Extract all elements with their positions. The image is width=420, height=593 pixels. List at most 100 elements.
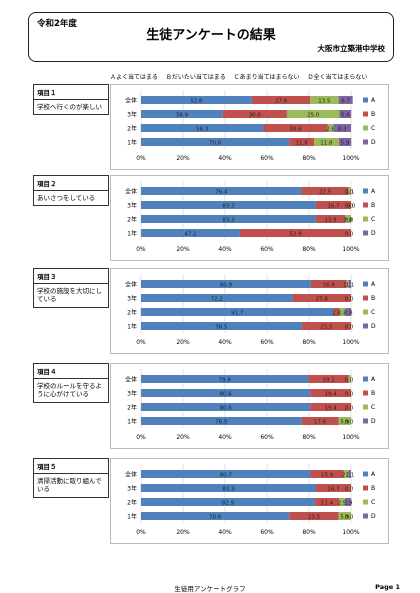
legend-swatch-b — [363, 202, 368, 208]
legend-swatch-c — [363, 125, 368, 131]
bar-segment-d — [338, 138, 352, 146]
data-label: 13.5 — [318, 98, 331, 104]
x-tick-label: 80% — [302, 529, 316, 536]
legend-label-d: D — [371, 513, 376, 520]
bar-segment-c — [346, 280, 349, 288]
x-tick-label: 60% — [260, 246, 274, 253]
category-label: 2年 — [127, 499, 137, 507]
bar-segment-d — [338, 96, 353, 104]
data-label: 70.6 — [209, 514, 222, 520]
data-label: 16.9 — [323, 282, 336, 288]
bar-segment-b — [292, 294, 351, 302]
data-label: 1.1 — [345, 189, 354, 195]
data-label: 5.9 — [341, 140, 350, 146]
data-label: 82.9 — [222, 500, 235, 506]
page-title: 生徒アンケートの結果 — [146, 28, 276, 43]
legend-swatch-a — [363, 471, 368, 477]
x-tick-label: 80% — [302, 339, 316, 346]
x-tick-label: 0% — [136, 155, 146, 162]
x-tick-label: 100% — [342, 155, 359, 162]
data-label: 0.0 — [345, 217, 354, 223]
data-label: 6.7 — [341, 98, 350, 104]
legend-label-c: C — [371, 309, 375, 316]
category-label: 1年 — [127, 323, 137, 331]
data-label: 76.5 — [215, 419, 228, 425]
category-label: 3年 — [127, 202, 137, 210]
item-1-box: 項目１ 学校へ行くのが楽しい — [33, 84, 109, 116]
data-label: 0.0 — [347, 203, 356, 209]
x-tick-label: 0% — [136, 339, 146, 346]
legend-swatch-b — [363, 111, 368, 117]
bar-segment-b — [315, 484, 351, 492]
data-label: 2.3 — [342, 472, 351, 478]
bar-segment-b — [239, 229, 351, 237]
bar-segment-b — [289, 138, 315, 146]
data-label: 83.3 — [222, 486, 235, 492]
legend-swatch-a — [363, 376, 368, 382]
data-label: 47.1 — [184, 231, 196, 237]
item-2-box: 項目２ あいさつをしている — [33, 175, 109, 207]
data-label: 76.4 — [215, 189, 228, 195]
legend-label-a: A — [371, 97, 376, 104]
data-label: 0.0 — [345, 514, 354, 520]
legend-label-a: A — [371, 188, 376, 195]
x-tick-label: 60% — [260, 434, 274, 441]
legend-swatch-a — [363, 281, 368, 287]
bar-segment-d — [348, 280, 351, 288]
item-1-question: 学校へ行くのが楽しい — [37, 103, 102, 111]
page-header: 令和2年度 生徒アンケートの結果 大阪市立築港中学校 — [28, 12, 394, 62]
data-label: 38.9 — [176, 112, 189, 118]
legend-swatch-d — [363, 323, 368, 329]
legend-swatch-a — [363, 188, 368, 194]
category-label: 全体 — [125, 97, 137, 105]
bar-segment-a — [141, 280, 311, 288]
bar-segment-a — [141, 110, 223, 118]
bar-segment-b — [301, 417, 339, 425]
bar-segment-b — [315, 498, 340, 506]
legend-swatch-c — [363, 309, 368, 315]
bar-segment-a — [141, 187, 302, 195]
chart-svg: 0% 20% 40% 60% 80% 100% 全体 79.8 19.1 0.0 3年 80.6 19.… — [125, 369, 376, 441]
legend-swatch-b — [363, 390, 368, 396]
data-label: 83.3 — [222, 203, 235, 209]
legend-swatch-a — [363, 97, 368, 103]
bar-segment-a — [141, 201, 316, 209]
bar-segment-c — [314, 138, 339, 146]
x-tick-label: 60% — [260, 529, 274, 536]
answer-options-legend: Ａよく当てはまる Ｂだいたい当てはまる Ｃあまり当てはまらない Ｄ全く当てはまら… — [110, 72, 373, 81]
legend-swatch-d — [363, 230, 368, 236]
data-label: 22.5 — [319, 189, 332, 195]
x-tick-label: 20% — [176, 434, 190, 441]
data-label: 0.0 — [345, 324, 354, 330]
bar-segment-c — [348, 375, 351, 383]
x-tick-label: 100% — [342, 529, 359, 536]
chart-svg: 0% 20% 40% 60% 80% 100% 全体 52.8 27.8 13.5 6.7 3年 38.… — [125, 90, 376, 162]
legend-label-a: A — [371, 471, 376, 478]
bar-segment-a — [141, 512, 290, 520]
data-label: 30.6 — [289, 126, 302, 132]
page-number: Page 1 — [375, 583, 400, 591]
category-label: 3年 — [127, 111, 137, 119]
bar-segment-d — [339, 110, 352, 118]
data-label: 16.7 — [327, 203, 340, 209]
legend-label-c: C — [371, 216, 375, 223]
item-2-label: 項目２ — [34, 176, 108, 191]
x-tick-label: 0% — [136, 434, 146, 441]
category-label: 1年 — [127, 230, 137, 238]
legend-label-b: B — [371, 295, 375, 302]
bar-segment-b — [315, 201, 351, 209]
bar-segment-d — [333, 124, 351, 132]
data-label: 23.5 — [320, 324, 333, 330]
x-tick-label: 20% — [176, 246, 190, 253]
category-label: 2年 — [127, 404, 137, 412]
data-label: 13.9 — [324, 217, 337, 223]
item-4-chart: 0% 20% 40% 60% 80% 100% 全体 79.8 19.1 0.0 3年 80.6 19.… — [110, 363, 389, 449]
bar-segment-b — [301, 187, 349, 195]
fiscal-year: 令和2年度 — [37, 19, 77, 29]
category-label: 全体 — [125, 188, 137, 196]
bar-segment-a — [141, 96, 252, 104]
item-4-box: 項目４ 学校のルールを守るように心がけている — [33, 363, 109, 403]
bar-segment-b — [301, 322, 351, 330]
item-2-chart: 0% 20% 40% 60% 80% 100% 全体 76.4 22.5 1.1 0.0 3年 83.3… — [110, 175, 389, 261]
bar-segment-a — [141, 498, 316, 506]
